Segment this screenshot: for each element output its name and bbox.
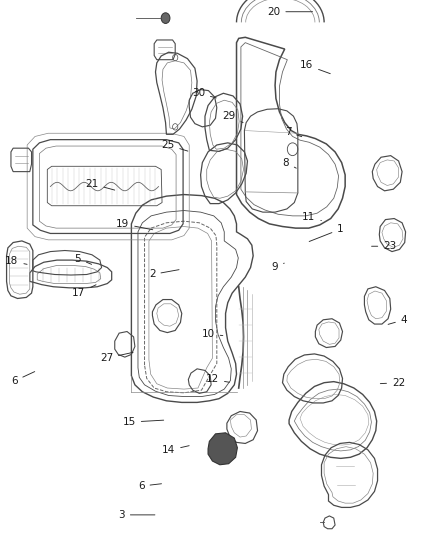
Text: 4: 4 bbox=[388, 315, 407, 325]
Circle shape bbox=[161, 13, 170, 23]
Text: 17: 17 bbox=[72, 285, 96, 298]
Text: 19: 19 bbox=[116, 219, 153, 230]
Text: 10: 10 bbox=[201, 329, 223, 339]
Text: 1: 1 bbox=[309, 224, 344, 241]
Text: 21: 21 bbox=[85, 179, 115, 190]
Text: 22: 22 bbox=[380, 378, 405, 387]
Text: 20: 20 bbox=[267, 7, 313, 17]
Text: 29: 29 bbox=[223, 111, 243, 123]
Text: 2: 2 bbox=[149, 270, 179, 279]
Text: 18: 18 bbox=[5, 256, 27, 266]
Text: 3: 3 bbox=[118, 510, 155, 520]
Text: 6: 6 bbox=[138, 481, 162, 491]
Text: 25: 25 bbox=[161, 140, 188, 151]
Text: 11: 11 bbox=[302, 213, 321, 222]
Polygon shape bbox=[208, 433, 237, 465]
Text: 23: 23 bbox=[371, 241, 396, 251]
Text: 8: 8 bbox=[283, 158, 296, 168]
Text: 14: 14 bbox=[162, 446, 189, 455]
Text: 6: 6 bbox=[11, 372, 35, 386]
Text: 5: 5 bbox=[74, 254, 92, 264]
Text: 7: 7 bbox=[285, 127, 302, 137]
Text: 30: 30 bbox=[192, 88, 216, 98]
Text: 16: 16 bbox=[300, 60, 330, 74]
Text: 9: 9 bbox=[272, 262, 284, 271]
Text: 12: 12 bbox=[206, 375, 230, 384]
Text: 15: 15 bbox=[123, 417, 164, 427]
Text: 27: 27 bbox=[100, 352, 133, 363]
